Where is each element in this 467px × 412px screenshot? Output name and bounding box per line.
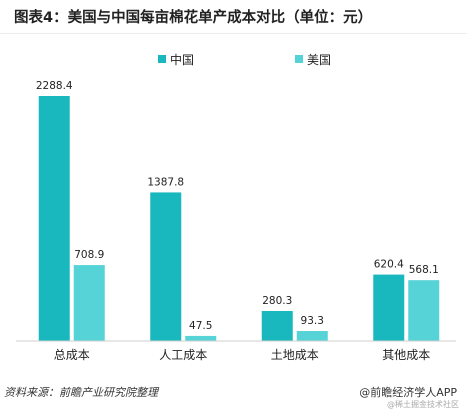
title-divider	[0, 33, 467, 34]
bar-美国-总成本	[73, 265, 105, 341]
data-label: 708.9	[74, 249, 104, 261]
data-label: 280.3	[262, 295, 292, 307]
data-label: 2288.4	[36, 80, 73, 92]
bar-美国-土地成本	[296, 331, 328, 341]
chart-title: 图表4：美国与中国每亩棉花单产成本对比（单位：元）	[14, 10, 373, 26]
legend-swatch	[295, 55, 303, 63]
bar-中国-总成本	[38, 96, 70, 341]
x-tick-label: 其他成本	[382, 348, 430, 362]
data-label: 1387.8	[147, 176, 184, 188]
bar-美国-其他成本	[408, 280, 440, 341]
bars: 2288.4 708.9 1387.8 47.5 280.3 93.3 620.4 568.1	[36, 80, 440, 341]
data-label: 620.4	[374, 259, 404, 271]
data-label: 568.1	[409, 264, 439, 276]
legend-label: 中国	[170, 52, 194, 67]
legend-swatch	[158, 55, 166, 63]
x-tick-label: 总成本	[54, 348, 90, 362]
x-tick-label: 土地成本	[271, 348, 319, 362]
bar-chart: 中国 美国 2288.4 708.9 1387.8 47.5 280.3 93.3 620.4…	[16, 52, 456, 362]
x-axis-labels: 总成本 人工成本 土地成本 其他成本	[54, 348, 431, 362]
legend-label: 美国	[307, 53, 331, 67]
bar-中国-人工成本	[150, 192, 182, 341]
bar-中国-土地成本	[261, 310, 293, 341]
data-label: 47.5	[189, 320, 212, 332]
watermark-label: @稀土掘金技术社区	[387, 400, 459, 409]
credit-label: @前瞻经济学人APP	[359, 386, 457, 399]
x-tick-label: 人工成本	[159, 348, 207, 362]
bar-美国-人工成本	[185, 335, 217, 341]
data-label: 93.3	[301, 315, 324, 327]
legend: 中国 美国	[158, 52, 331, 67]
bar-中国-其他成本	[373, 274, 405, 341]
source-note: 资料来源：前瞻产业研究院整理	[4, 386, 158, 399]
